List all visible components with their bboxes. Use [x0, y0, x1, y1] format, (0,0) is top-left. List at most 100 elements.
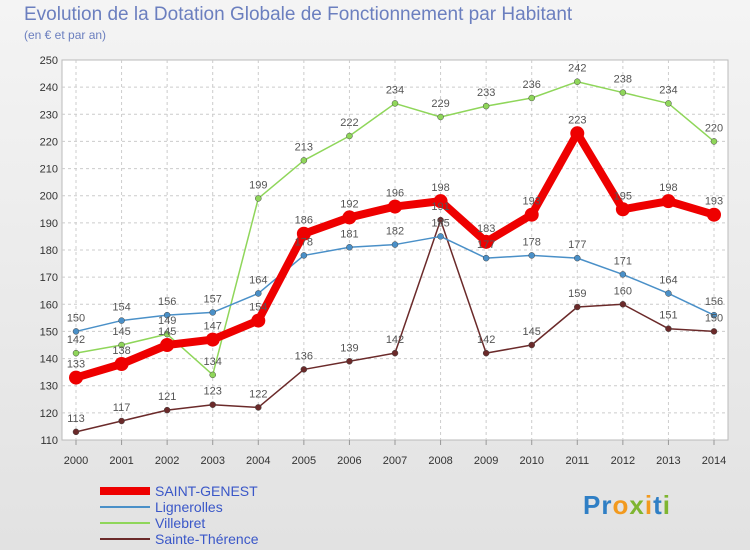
data-label: 139	[340, 342, 358, 354]
data-label: 159	[568, 288, 586, 300]
data-point	[574, 303, 581, 311]
data-label: 150	[67, 312, 85, 324]
data-label: 145	[112, 326, 130, 338]
x-tick-label: 2002	[155, 455, 179, 467]
y-tick-label: 160	[40, 299, 58, 311]
data-point	[710, 328, 718, 335]
data-point	[570, 126, 585, 141]
data-point	[665, 325, 672, 332]
data-point	[163, 330, 171, 338]
data-point	[391, 349, 399, 357]
data-label: 186	[295, 215, 313, 227]
data-label: 196	[386, 188, 404, 200]
series-group	[69, 78, 721, 436]
data-label: 234	[386, 84, 404, 96]
data-point	[574, 78, 581, 85]
data-label: 154	[112, 302, 130, 314]
data-label: 160	[614, 285, 632, 297]
data-point	[118, 417, 125, 425]
y-tick-label: 190	[40, 218, 58, 230]
data-label: 145	[523, 326, 541, 338]
data-point	[300, 252, 308, 259]
data-point	[163, 406, 171, 414]
data-point	[391, 100, 399, 107]
data-point	[710, 311, 718, 319]
data-label: 238	[614, 74, 632, 86]
data-label: 121	[158, 391, 176, 403]
y-tick-label: 180	[40, 245, 58, 257]
data-label: 154	[249, 302, 267, 314]
data-label: 222	[340, 117, 358, 129]
x-tick-label: 2001	[109, 455, 133, 467]
data-label: 193	[705, 196, 723, 208]
data-point	[619, 89, 627, 96]
x-tick-label: 2013	[656, 455, 680, 467]
data-label: 223	[568, 114, 586, 126]
data-point	[255, 404, 262, 411]
data-point	[665, 100, 672, 107]
data-point	[619, 271, 627, 278]
data-point	[707, 207, 721, 222]
data-point	[437, 113, 444, 121]
data-point	[300, 157, 308, 164]
data-point	[482, 102, 490, 110]
y-axis: 110 120 130 140 150 160 170 180 190 200 210 220 230 2…	[40, 55, 58, 447]
data-point	[255, 195, 262, 202]
x-tick-label: 2000	[64, 455, 88, 467]
y-tick-label: 140	[40, 354, 58, 366]
data-label: 220	[705, 122, 723, 134]
x-tick-label: 2004	[246, 455, 270, 467]
data-point	[72, 349, 80, 357]
data-point	[665, 290, 672, 297]
data-label: 156	[158, 296, 176, 308]
proxiti-logo: Proxiti	[583, 490, 671, 520]
y-tick-label: 250	[40, 55, 58, 67]
y-tick-label: 230	[40, 109, 58, 121]
data-label: 164	[659, 274, 677, 286]
data-label: 236	[523, 79, 541, 91]
data-label: 117	[113, 402, 131, 414]
y-tick-label: 120	[40, 408, 58, 420]
data-point	[528, 94, 535, 102]
data-point	[388, 199, 402, 214]
data-point	[72, 328, 80, 335]
x-tick-label: 2011	[565, 455, 589, 467]
data-point	[72, 428, 80, 436]
x-tick-label: 2014	[702, 455, 726, 467]
data-label: 150	[705, 312, 723, 324]
data-point	[619, 301, 627, 308]
data-label: 234	[659, 84, 677, 96]
y-tick-label: 130	[40, 381, 58, 393]
x-tick-label: 2008	[428, 455, 452, 467]
data-label: 183	[477, 223, 495, 235]
data-point	[209, 309, 216, 316]
legend-label: Sainte-Thérence	[155, 531, 259, 547]
data-label: 171	[614, 255, 632, 267]
data-label: 177	[477, 239, 495, 251]
data-label: 151	[659, 310, 677, 322]
y-tick-label: 200	[40, 191, 58, 203]
data-label: 181	[340, 228, 358, 240]
y-tick-label: 170	[40, 272, 58, 284]
data-point	[346, 244, 353, 251]
data-point	[574, 254, 581, 262]
data-point	[114, 357, 129, 371]
data-label: 178	[295, 236, 313, 248]
data-point	[163, 311, 171, 319]
chart-subtitle: (en € et par an)	[24, 28, 107, 42]
data-label: 182	[386, 226, 404, 238]
x-tick-label: 2007	[383, 455, 407, 467]
data-point	[118, 317, 125, 324]
data-point	[251, 313, 266, 328]
x-tick-label: 2012	[611, 455, 635, 467]
data-label: 213	[295, 141, 313, 153]
data-point	[391, 241, 399, 248]
x-tick-label: 2003	[200, 455, 224, 467]
x-tick-label: 2010	[519, 455, 543, 467]
data-label: 191	[431, 201, 449, 213]
legend-label: SAINT-GENEST	[155, 483, 258, 499]
data-point	[209, 371, 216, 379]
data-label: 142	[67, 334, 85, 346]
x-axis: 2000 2001 2002 2003 2004 2005 2006 2007 2008 2009…	[64, 440, 726, 467]
